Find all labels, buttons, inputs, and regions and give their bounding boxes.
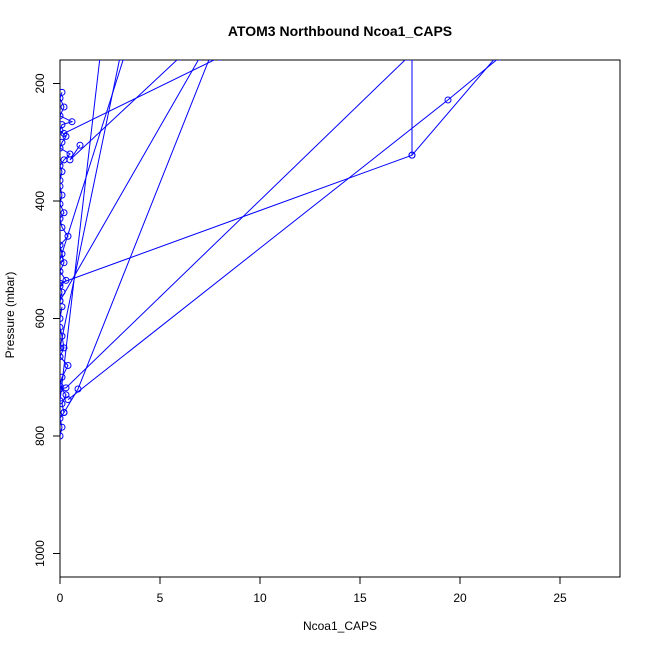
y-tick-label: 600 [33,308,47,328]
data-point [60,409,68,416]
data-point [60,241,64,249]
y-tick-label: 200 [33,73,47,93]
data-point [62,384,70,392]
data-point [60,423,66,431]
data-point [60,279,64,287]
x-tick-label: 15 [353,591,367,605]
x-tick-label: 5 [157,591,164,605]
data-point [408,151,416,159]
x-axis-label: Ncoa1_CAPS [303,619,377,633]
data-point [98,60,102,61]
data-point [60,414,64,422]
data-point [60,168,66,176]
series-line [69,60,178,161]
data-point [60,303,66,311]
data-point [60,182,64,190]
data-point [208,60,212,61]
data-point [494,60,498,61]
data-point [118,60,122,61]
x-axis-ticks: 0 5 10 15 20 25 [57,577,567,605]
data-point [60,344,64,352]
x-tick-label: 0 [57,591,64,605]
data-point [406,60,410,61]
data-point [60,138,66,146]
data-point [68,118,76,126]
data-point [60,268,64,275]
data-point [410,60,414,61]
data-point [498,60,502,61]
data-point [60,344,68,352]
data-point [60,103,68,111]
data-point [60,144,64,152]
series-line [60,60,495,284]
data-point [60,88,66,96]
data-point [444,96,452,104]
data-point [198,60,202,61]
series-line [63,60,210,413]
data-point [60,223,66,231]
series-line [60,60,101,401]
data-point [60,112,64,120]
chart-title: ATOM3 Northbound Ncoa1_CAPS [228,23,452,39]
series-line [60,60,406,390]
data-point [60,397,64,405]
plot-frame [59,59,621,578]
data-point [60,162,64,170]
data-point [60,121,66,129]
data-point [60,256,64,264]
y-tick-label: 400 [33,191,47,211]
y-axis-label: Pressure (mbar) [3,272,17,359]
data-point [60,129,68,137]
series-line [60,60,120,349]
data-point [60,209,68,217]
series-layer [60,60,502,440]
data-point [60,191,66,199]
data-point [60,282,64,290]
data-point [60,315,64,322]
y-tick-label: 1000 [33,540,47,567]
data-point [178,60,182,61]
data-point [60,432,64,440]
x-tick-label: 20 [453,591,467,605]
data-point [60,250,66,258]
y-axis-ticks: 200 400 600 800 1000 [33,73,60,567]
data-point [60,215,64,223]
series-line [60,60,199,302]
data-point [76,141,84,149]
data-point [66,156,74,164]
data-point [122,60,126,61]
x-tick-label: 10 [253,591,267,605]
data-point [60,176,64,184]
data-point [62,391,70,399]
x-tick-label: 25 [553,591,567,605]
data-point [74,385,82,393]
data-point [60,353,64,361]
data-point [60,323,64,331]
series-line [63,60,216,134]
y-tick-label: 800 [33,426,47,446]
data-point [60,297,64,305]
series-line [60,60,124,260]
data-point [60,200,64,208]
data-point [64,362,72,369]
data-point [60,400,66,408]
data-point [60,94,64,102]
series-line [67,60,498,400]
data-point [64,396,72,404]
data-point [218,60,222,61]
